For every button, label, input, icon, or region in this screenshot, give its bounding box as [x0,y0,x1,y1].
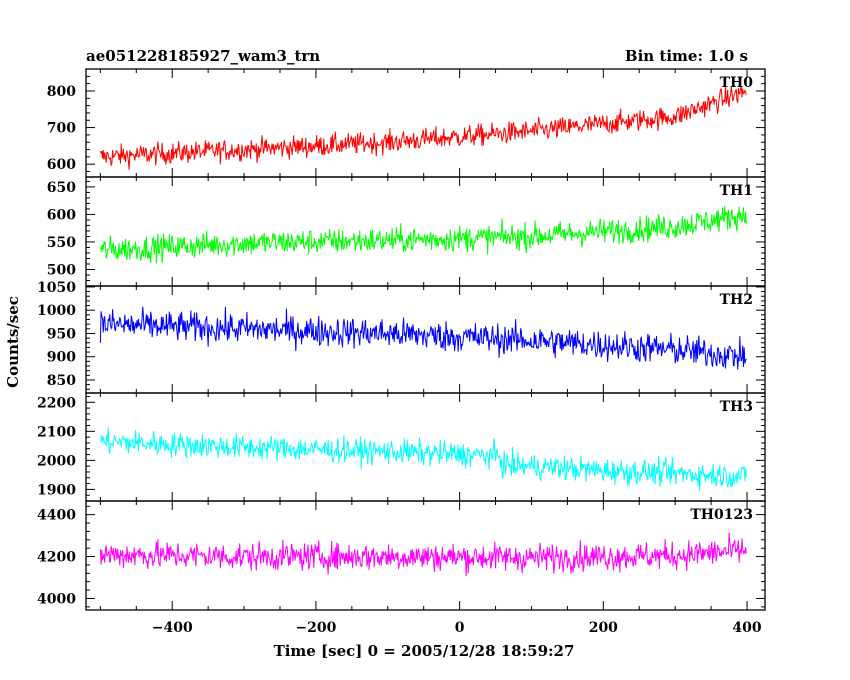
y-tick-label: 500 [47,262,76,278]
x-tick-label: 0 [455,620,465,636]
x-axis-label: Time [sec] 0 = 2005/12/28 18:59:27 [274,642,575,660]
channel-label-th1: TH1 [720,183,753,199]
y-tick-label: 900 [47,350,76,366]
channel-label-th0123: TH0123 [690,507,753,523]
y-tick-label: 600 [47,157,76,173]
y-tick-label: 1050 [37,280,76,296]
y-tick-label: 1900 [37,482,76,498]
x-tick-label: −400 [152,620,193,636]
x-axis: −400 −200 0 200 400 [152,620,762,636]
series-th0123 [99,532,747,577]
panel-th0123: 4000 4200 4400 TH0123 [37,500,766,611]
panel-th2: 850 900 950 1000 1050 TH2 [37,280,766,394]
y-tick-label: 550 [47,235,76,251]
series-th1 [99,205,747,264]
panel-th3: 1900 2000 2100 2200 TH3 [37,392,766,502]
y-tick-label: 650 [47,180,76,196]
y-tick-label: 800 [47,84,76,100]
y-tick-label: 2200 [37,395,76,411]
y-axis-label: Counts/sec [4,296,22,388]
series-th2 [99,306,747,370]
x-tick-label: 400 [732,620,761,636]
y-tick-label: 2000 [37,453,76,469]
y-tick-label: 4400 [37,508,76,524]
panel-frame [85,392,766,502]
x-tick-label: −200 [295,620,336,636]
panels-group: 600 700 800 TH0 500 550 600 650 TH1 850 900 950 1000… [37,68,766,611]
x-tick-label: 200 [589,620,618,636]
y-tick-label: 950 [47,326,76,342]
channel-label-th0: TH0 [720,75,754,91]
y-tick-label: 4200 [37,550,76,566]
panel-frame [85,500,766,611]
y-tick-label: 850 [47,373,76,389]
chart-title: ae051228185927_wam3_trn [86,47,320,65]
panel-th1: 500 550 600 650 TH1 [47,176,766,287]
channel-label-th2: TH2 [720,292,753,308]
y-tick-label: 700 [47,121,76,137]
y-tick-label: 1000 [37,303,76,319]
channel-label-th3: TH3 [720,399,753,415]
panel-th0: 600 700 800 TH0 [47,68,766,178]
y-tick-label: 4000 [37,591,76,607]
y-tick-label: 2100 [37,424,76,440]
y-tick-label: 600 [47,207,76,223]
bin-time-label: Bin time: 1.0 s [625,47,748,65]
series-th3 [99,427,747,491]
series-th0 [99,86,747,170]
